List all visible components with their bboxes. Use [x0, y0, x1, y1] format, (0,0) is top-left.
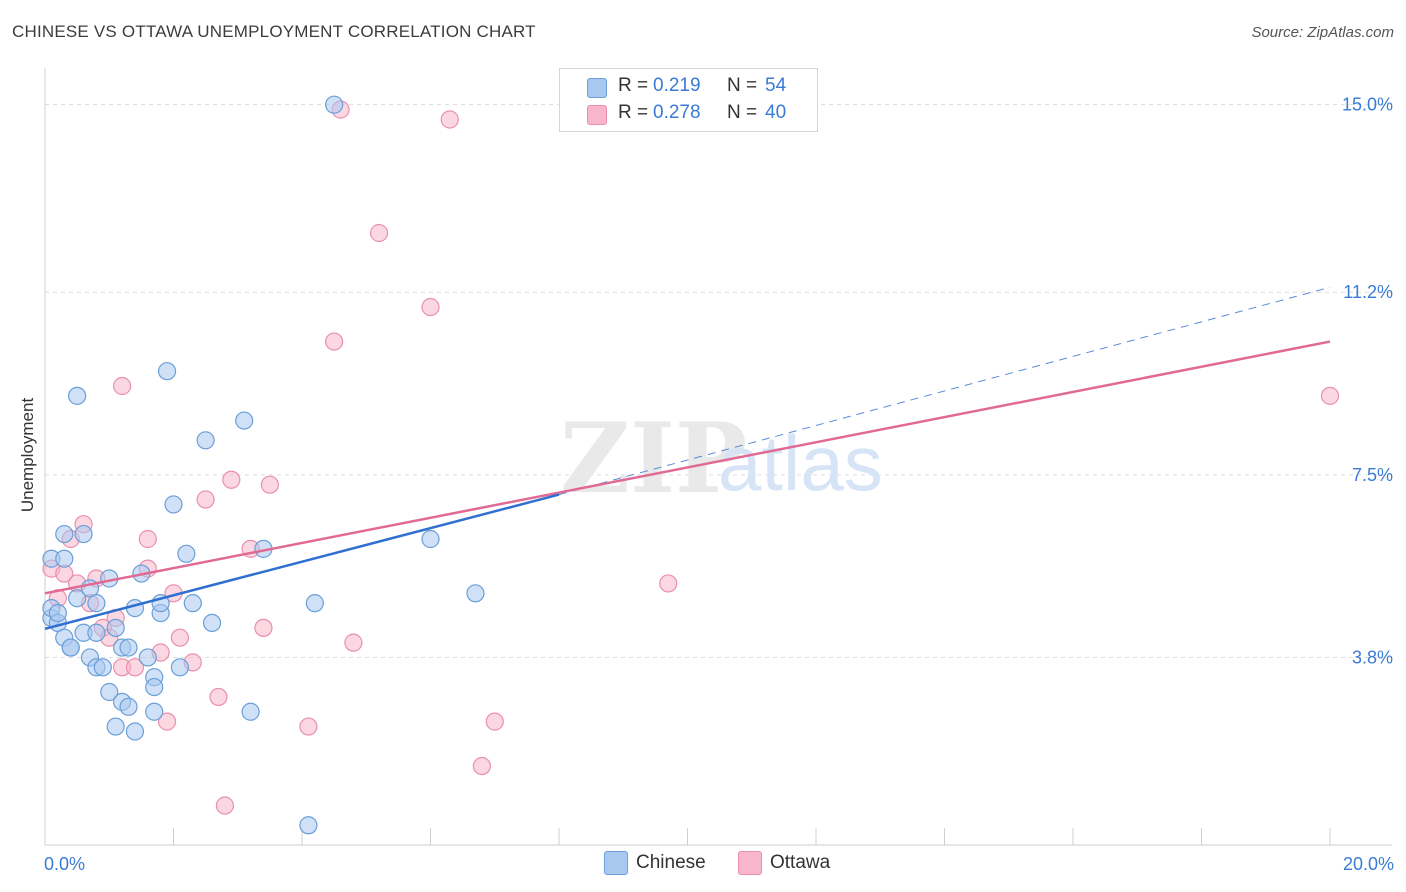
ottawa-point	[254, 618, 273, 637]
ottawa-point	[196, 490, 215, 509]
correlation-legend: R = 0.219 N = 54 R = 0.278 N = 40	[559, 68, 818, 132]
ottawa-trend-line	[44, 340, 1331, 595]
chinese-point	[145, 702, 164, 721]
y-axis-title: Unemployment	[18, 398, 37, 513]
chinese-point	[421, 529, 440, 549]
chinese-legend-icon	[604, 851, 628, 875]
ottawa-point	[370, 223, 389, 243]
chinese-swatch-icon	[587, 78, 607, 98]
legend-n-value: 54	[765, 75, 787, 96]
watermark-atlas: atlas	[718, 419, 883, 507]
y-tick-labels: 3.8% 7.5% 11.2% 15.0%	[1342, 95, 1393, 668]
chinese-point	[241, 702, 260, 721]
chinese-point	[202, 613, 222, 633]
data-points	[42, 95, 1340, 835]
chinese-point	[100, 682, 119, 702]
ottawa-point	[485, 712, 504, 731]
bottom-legend-chinese: Chinese	[604, 851, 706, 875]
bottom-legend-ottawa-label: Ottawa	[770, 852, 831, 874]
ottawa-point	[472, 756, 491, 776]
chart-title: CHINESE VS OTTAWA UNEMPLOYMENT CORRELATI…	[12, 22, 536, 41]
chinese-point	[106, 717, 125, 736]
x-tick-label-max: 20.0%	[1343, 854, 1394, 874]
ottawa-point	[157, 712, 177, 731]
chinese-trend-extension	[558, 286, 1331, 496]
chinese-point	[138, 648, 157, 667]
chinese-point	[87, 623, 106, 642]
chinese-point	[55, 524, 74, 544]
axes	[44, 68, 1392, 846]
chinese-point	[87, 594, 106, 613]
chinese-point	[170, 658, 190, 677]
chinese-point	[93, 658, 112, 677]
ottawa-point	[344, 633, 363, 652]
chinese-point	[119, 638, 138, 657]
y-tick-label: 15.0%	[1342, 95, 1393, 115]
legend-n-label: N =	[727, 102, 758, 123]
chinese-point	[55, 549, 74, 568]
x-tick-label-min: 0.0%	[44, 854, 85, 874]
legend-r-value: 0.278	[653, 102, 701, 123]
chinese-point	[48, 603, 67, 623]
bottom-legend-chinese-label: Chinese	[636, 852, 706, 874]
ottawa-point	[215, 796, 234, 815]
ottawa-point	[260, 475, 279, 494]
source-label: Source: ZipAtlas.com	[1251, 24, 1394, 41]
legend-row-ottawa: R = 0.278 N = 40	[560, 101, 817, 127]
ottawa-point	[325, 332, 344, 351]
chinese-point	[177, 544, 196, 563]
y-tick-label: 3.8%	[1352, 647, 1393, 667]
chinese-point	[68, 386, 87, 405]
chinese-point	[196, 431, 215, 450]
chinese-point	[145, 677, 164, 697]
chinese-point	[235, 411, 254, 430]
legend-row-chinese: R = 0.219 N = 54	[560, 74, 817, 100]
ottawa-point	[222, 470, 241, 489]
ottawa-point	[170, 628, 190, 647]
ottawa-legend-icon	[738, 851, 762, 875]
chinese-point	[68, 589, 87, 608]
chinese-point	[325, 95, 344, 114]
ottawa-point	[138, 529, 157, 549]
ottawa-point	[112, 376, 132, 396]
chinese-point	[119, 697, 138, 716]
chinese-point	[61, 638, 80, 657]
y-tick-label: 7.5%	[1352, 465, 1393, 485]
legend-r-value: 0.219	[653, 75, 701, 96]
legend-n-label: N =	[727, 75, 758, 96]
gridlines	[45, 104, 1392, 658]
trend-lines	[44, 286, 1331, 631]
watermark-zip: ZIP	[560, 402, 747, 515]
legend-r-label: R =	[618, 102, 649, 123]
ottawa-point	[421, 297, 440, 317]
ottawa-point	[440, 110, 459, 129]
chinese-point	[74, 524, 93, 544]
ottawa-point	[659, 574, 678, 593]
ottawa-point	[299, 717, 318, 736]
chinese-point	[466, 584, 485, 603]
chinese-point	[183, 594, 202, 613]
ottawa-point	[1320, 386, 1340, 405]
chinese-point	[299, 816, 318, 835]
chinese-point	[157, 362, 177, 381]
chinese-trend-line	[44, 493, 560, 631]
chinese-point	[164, 495, 183, 514]
chinese-point	[106, 618, 125, 637]
chinese-point	[305, 594, 324, 613]
ottawa-swatch-icon	[587, 105, 607, 125]
y-tick-label: 11.2%	[1343, 282, 1393, 302]
legend-n-value: 40	[765, 102, 787, 123]
chinese-point	[125, 722, 145, 741]
bottom-legend-ottawa: Ottawa	[738, 851, 830, 875]
ottawa-point	[125, 658, 145, 677]
legend-r-label: R =	[618, 75, 649, 96]
ottawa-point	[209, 687, 228, 707]
